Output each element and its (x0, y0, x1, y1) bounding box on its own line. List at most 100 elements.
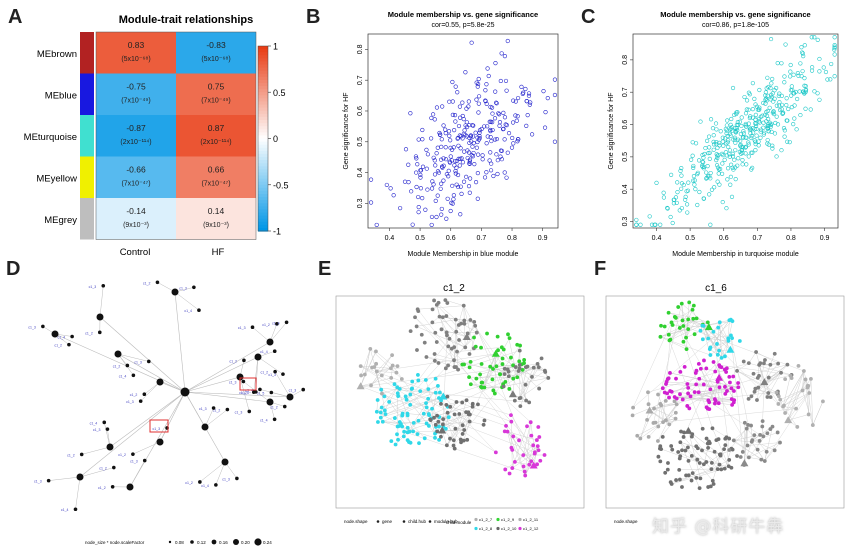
network-node (395, 424, 400, 429)
data-point (686, 180, 691, 185)
tree-edge (274, 371, 291, 398)
data-point (715, 155, 720, 161)
network-node (430, 320, 435, 325)
network-node (658, 459, 663, 464)
network-node (397, 387, 402, 391)
cell-correlation: 0.87 (208, 123, 225, 133)
data-point (473, 130, 478, 135)
network-node (765, 395, 770, 399)
data-point (802, 76, 807, 81)
network-node (669, 482, 674, 486)
data-point (475, 84, 480, 89)
network-node (681, 435, 686, 439)
network-edge (784, 370, 805, 414)
network-node (645, 417, 649, 422)
data-point (497, 112, 502, 117)
data-point (464, 174, 469, 179)
data-point (779, 148, 784, 153)
network-node (717, 385, 722, 390)
scale-gradient-segment (258, 197, 268, 201)
data-point (832, 45, 837, 51)
scale-gradient-segment (258, 58, 268, 63)
network-node (534, 438, 539, 442)
network-node (433, 422, 438, 427)
network-edge (679, 327, 748, 446)
tree-legend-value: 0.24 (263, 540, 272, 545)
cell-pvalue: (5x10⁻⁶⁸) (121, 56, 150, 63)
network-node (498, 372, 503, 377)
network-node (543, 370, 548, 374)
network-node (432, 352, 437, 356)
network-edge (376, 355, 393, 372)
scale-gradient-segment (258, 150, 268, 155)
network-node (679, 301, 684, 306)
data-point (495, 171, 500, 177)
network-edge (657, 418, 676, 442)
data-point (475, 170, 480, 176)
network-node (422, 340, 427, 345)
data-point (765, 141, 770, 146)
data-point (416, 210, 421, 215)
data-point (466, 150, 472, 155)
child-legend-marker (518, 526, 522, 531)
tree-node-label: c1_2 (143, 281, 151, 285)
network-node (454, 329, 459, 334)
data-point (453, 119, 458, 124)
network-node (659, 403, 664, 408)
network-edge (653, 303, 682, 424)
scatter-title: Module membership vs. gene significance (660, 10, 810, 19)
data-point (452, 113, 458, 118)
network-edge (669, 372, 739, 388)
data-point (756, 107, 762, 112)
data-point (493, 61, 498, 66)
network-node (679, 429, 683, 434)
network-node (396, 437, 400, 442)
network-edge (505, 445, 538, 470)
data-point (457, 104, 463, 109)
network-edge (661, 404, 677, 406)
network-node (536, 425, 541, 429)
network-node (462, 362, 466, 367)
tree-node-label: c1_3 (93, 428, 101, 432)
data-point (774, 85, 779, 91)
network-node (723, 384, 727, 389)
data-point (661, 190, 666, 195)
network-node (479, 362, 484, 366)
network-node (529, 433, 534, 438)
data-point (781, 126, 787, 131)
data-point (420, 196, 425, 201)
data-point (552, 92, 558, 98)
network-hub-triangle (508, 390, 517, 398)
data-point (472, 162, 477, 167)
highlight-box-c1-2 (149, 419, 169, 433)
cell-pvalue: (7x10⁻⁴⁹) (201, 98, 231, 105)
data-point (724, 206, 729, 211)
network-node (706, 445, 710, 450)
scale-gradient-segment (258, 113, 268, 118)
data-point (832, 47, 837, 52)
network-node (454, 365, 458, 369)
data-point (503, 78, 509, 84)
tree-edge (129, 460, 145, 488)
y-tick-label: 0.8 (357, 44, 364, 54)
scale-gradient-segment (258, 157, 268, 161)
data-point (750, 81, 755, 86)
data-point (810, 65, 815, 70)
network-node (755, 398, 759, 402)
data-point (474, 145, 479, 150)
network-edge (463, 305, 466, 348)
network-title: c1_6 (705, 283, 727, 294)
scale-gradient-segment (258, 70, 268, 75)
tree-leaf-node (79, 452, 84, 457)
data-point (420, 137, 425, 142)
data-point (434, 214, 439, 220)
network-node (424, 355, 429, 359)
heatmap-cell (96, 198, 176, 240)
network-node (768, 362, 773, 367)
tree-edge (253, 356, 259, 393)
network-node (444, 314, 449, 318)
data-point (524, 99, 529, 104)
data-point (695, 172, 700, 177)
data-point (764, 86, 769, 91)
data-point (711, 133, 716, 138)
